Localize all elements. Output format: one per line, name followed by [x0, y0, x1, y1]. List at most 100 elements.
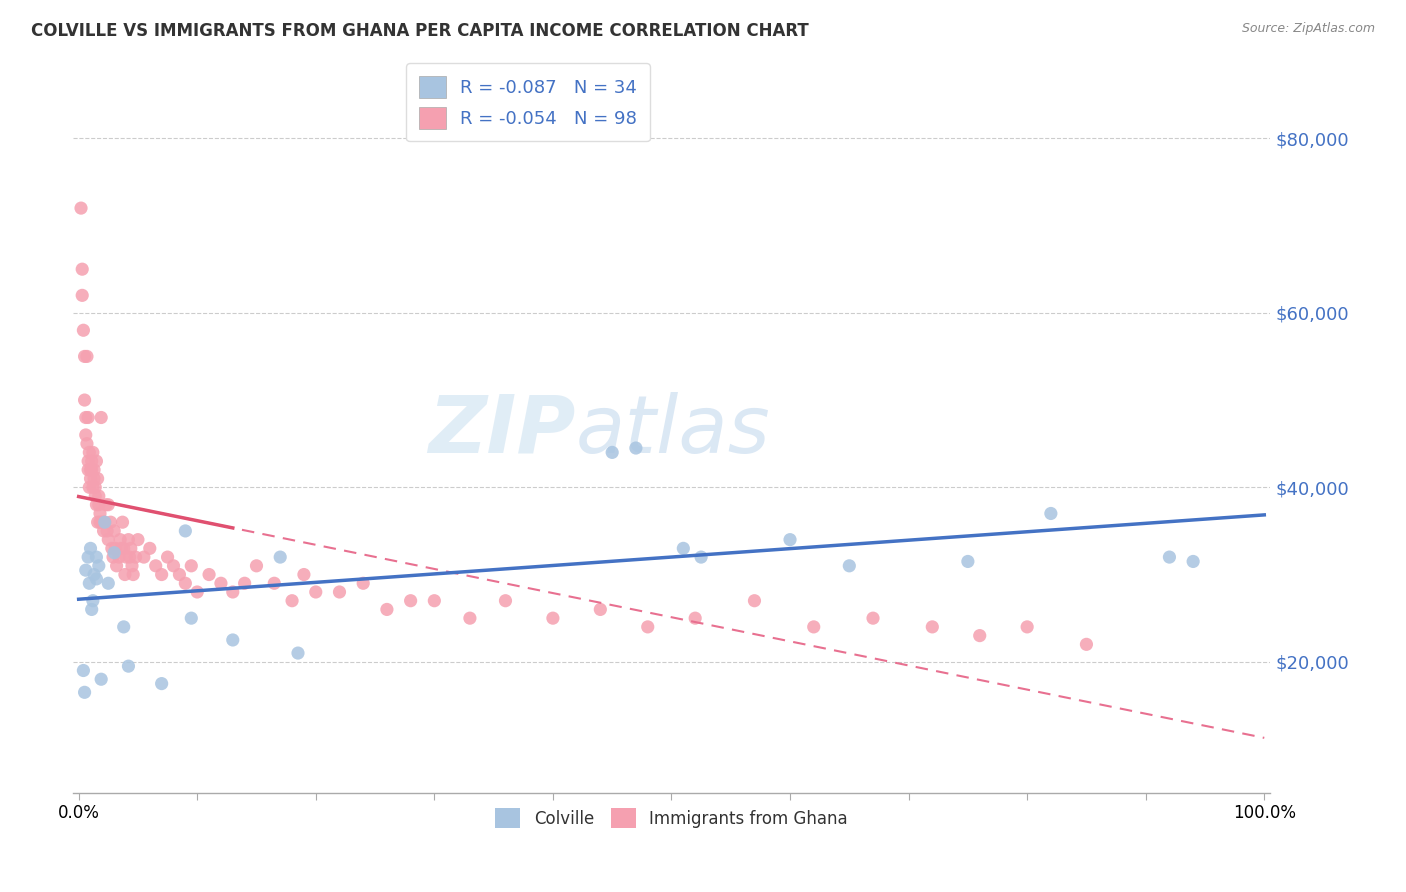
- Point: [145, 558, 167, 573]
- Point: [70, 201, 93, 215]
- Text: COLVILLE VS IMMIGRANTS FROM GHANA PER CAPITA INCOME CORRELATION CHART: COLVILLE VS IMMIGRANTS FROM GHANA PER CA…: [31, 22, 808, 40]
- Point: [79, 463, 101, 477]
- Point: [73, 350, 96, 364]
- Point: [118, 550, 141, 565]
- Point: [921, 620, 943, 634]
- Point: [139, 541, 162, 556]
- Point: [82, 445, 104, 459]
- Point: [83, 463, 105, 477]
- Point: [263, 576, 285, 591]
- Point: [112, 620, 135, 634]
- Point: [690, 550, 713, 565]
- Point: [72, 323, 94, 337]
- Point: [495, 593, 517, 607]
- Point: [75, 428, 97, 442]
- Point: [328, 585, 350, 599]
- Point: [86, 472, 108, 486]
- Point: [121, 558, 143, 573]
- Point: [84, 489, 107, 503]
- Point: [110, 541, 132, 556]
- Point: [233, 576, 256, 591]
- Point: [108, 533, 131, 547]
- Point: [1039, 507, 1062, 521]
- Point: [93, 515, 115, 529]
- Point: [79, 472, 101, 486]
- Point: [80, 463, 103, 477]
- Point: [186, 585, 208, 599]
- Point: [86, 498, 108, 512]
- Point: [77, 463, 100, 477]
- Point: [1017, 620, 1039, 634]
- Point: [222, 585, 245, 599]
- Point: [105, 558, 128, 573]
- Point: [779, 533, 801, 547]
- Point: [94, 498, 117, 512]
- Point: [838, 558, 860, 573]
- Point: [83, 567, 105, 582]
- Point: [600, 445, 623, 459]
- Point: [90, 410, 112, 425]
- Point: [89, 515, 111, 529]
- Point: [97, 533, 120, 547]
- Point: [86, 572, 108, 586]
- Point: [96, 524, 118, 538]
- Point: [122, 567, 145, 582]
- Point: [624, 441, 647, 455]
- Point: [91, 515, 114, 529]
- Point: [803, 620, 825, 634]
- Point: [245, 558, 267, 573]
- Point: [209, 576, 232, 591]
- Point: [73, 392, 96, 407]
- Point: [672, 541, 695, 556]
- Point: [76, 436, 98, 450]
- Point: [111, 515, 134, 529]
- Point: [70, 288, 93, 302]
- Point: [399, 593, 422, 607]
- Point: [162, 558, 184, 573]
- Point: [76, 350, 98, 364]
- Point: [83, 472, 105, 486]
- Point: [1076, 637, 1098, 651]
- Point: [287, 646, 309, 660]
- Point: [956, 554, 979, 568]
- Point: [93, 524, 115, 538]
- Point: [352, 576, 374, 591]
- Point: [156, 550, 179, 565]
- Point: [637, 620, 659, 634]
- Point: [117, 659, 139, 673]
- Point: [86, 515, 108, 529]
- Point: [80, 454, 103, 468]
- Point: [87, 498, 110, 512]
- Point: [79, 576, 101, 591]
- Point: [103, 546, 125, 560]
- Point: [82, 593, 104, 607]
- Point: [89, 507, 111, 521]
- Point: [84, 480, 107, 494]
- Text: ZIP: ZIP: [429, 392, 575, 469]
- Point: [114, 567, 136, 582]
- Point: [1159, 550, 1181, 565]
- Point: [180, 558, 202, 573]
- Point: [93, 515, 115, 529]
- Point: [97, 576, 120, 591]
- Point: [132, 550, 155, 565]
- Point: [589, 602, 612, 616]
- Point: [87, 489, 110, 503]
- Point: [541, 611, 564, 625]
- Point: [103, 524, 125, 538]
- Point: [112, 541, 135, 556]
- Point: [90, 672, 112, 686]
- Point: [77, 550, 100, 565]
- Point: [862, 611, 884, 625]
- Point: [115, 550, 138, 565]
- Point: [423, 593, 446, 607]
- Point: [100, 515, 122, 529]
- Point: [458, 611, 481, 625]
- Point: [269, 550, 291, 565]
- Point: [281, 593, 304, 607]
- Point: [292, 567, 315, 582]
- Point: [97, 498, 120, 512]
- Point: [222, 632, 245, 647]
- Point: [72, 664, 94, 678]
- Point: [120, 541, 142, 556]
